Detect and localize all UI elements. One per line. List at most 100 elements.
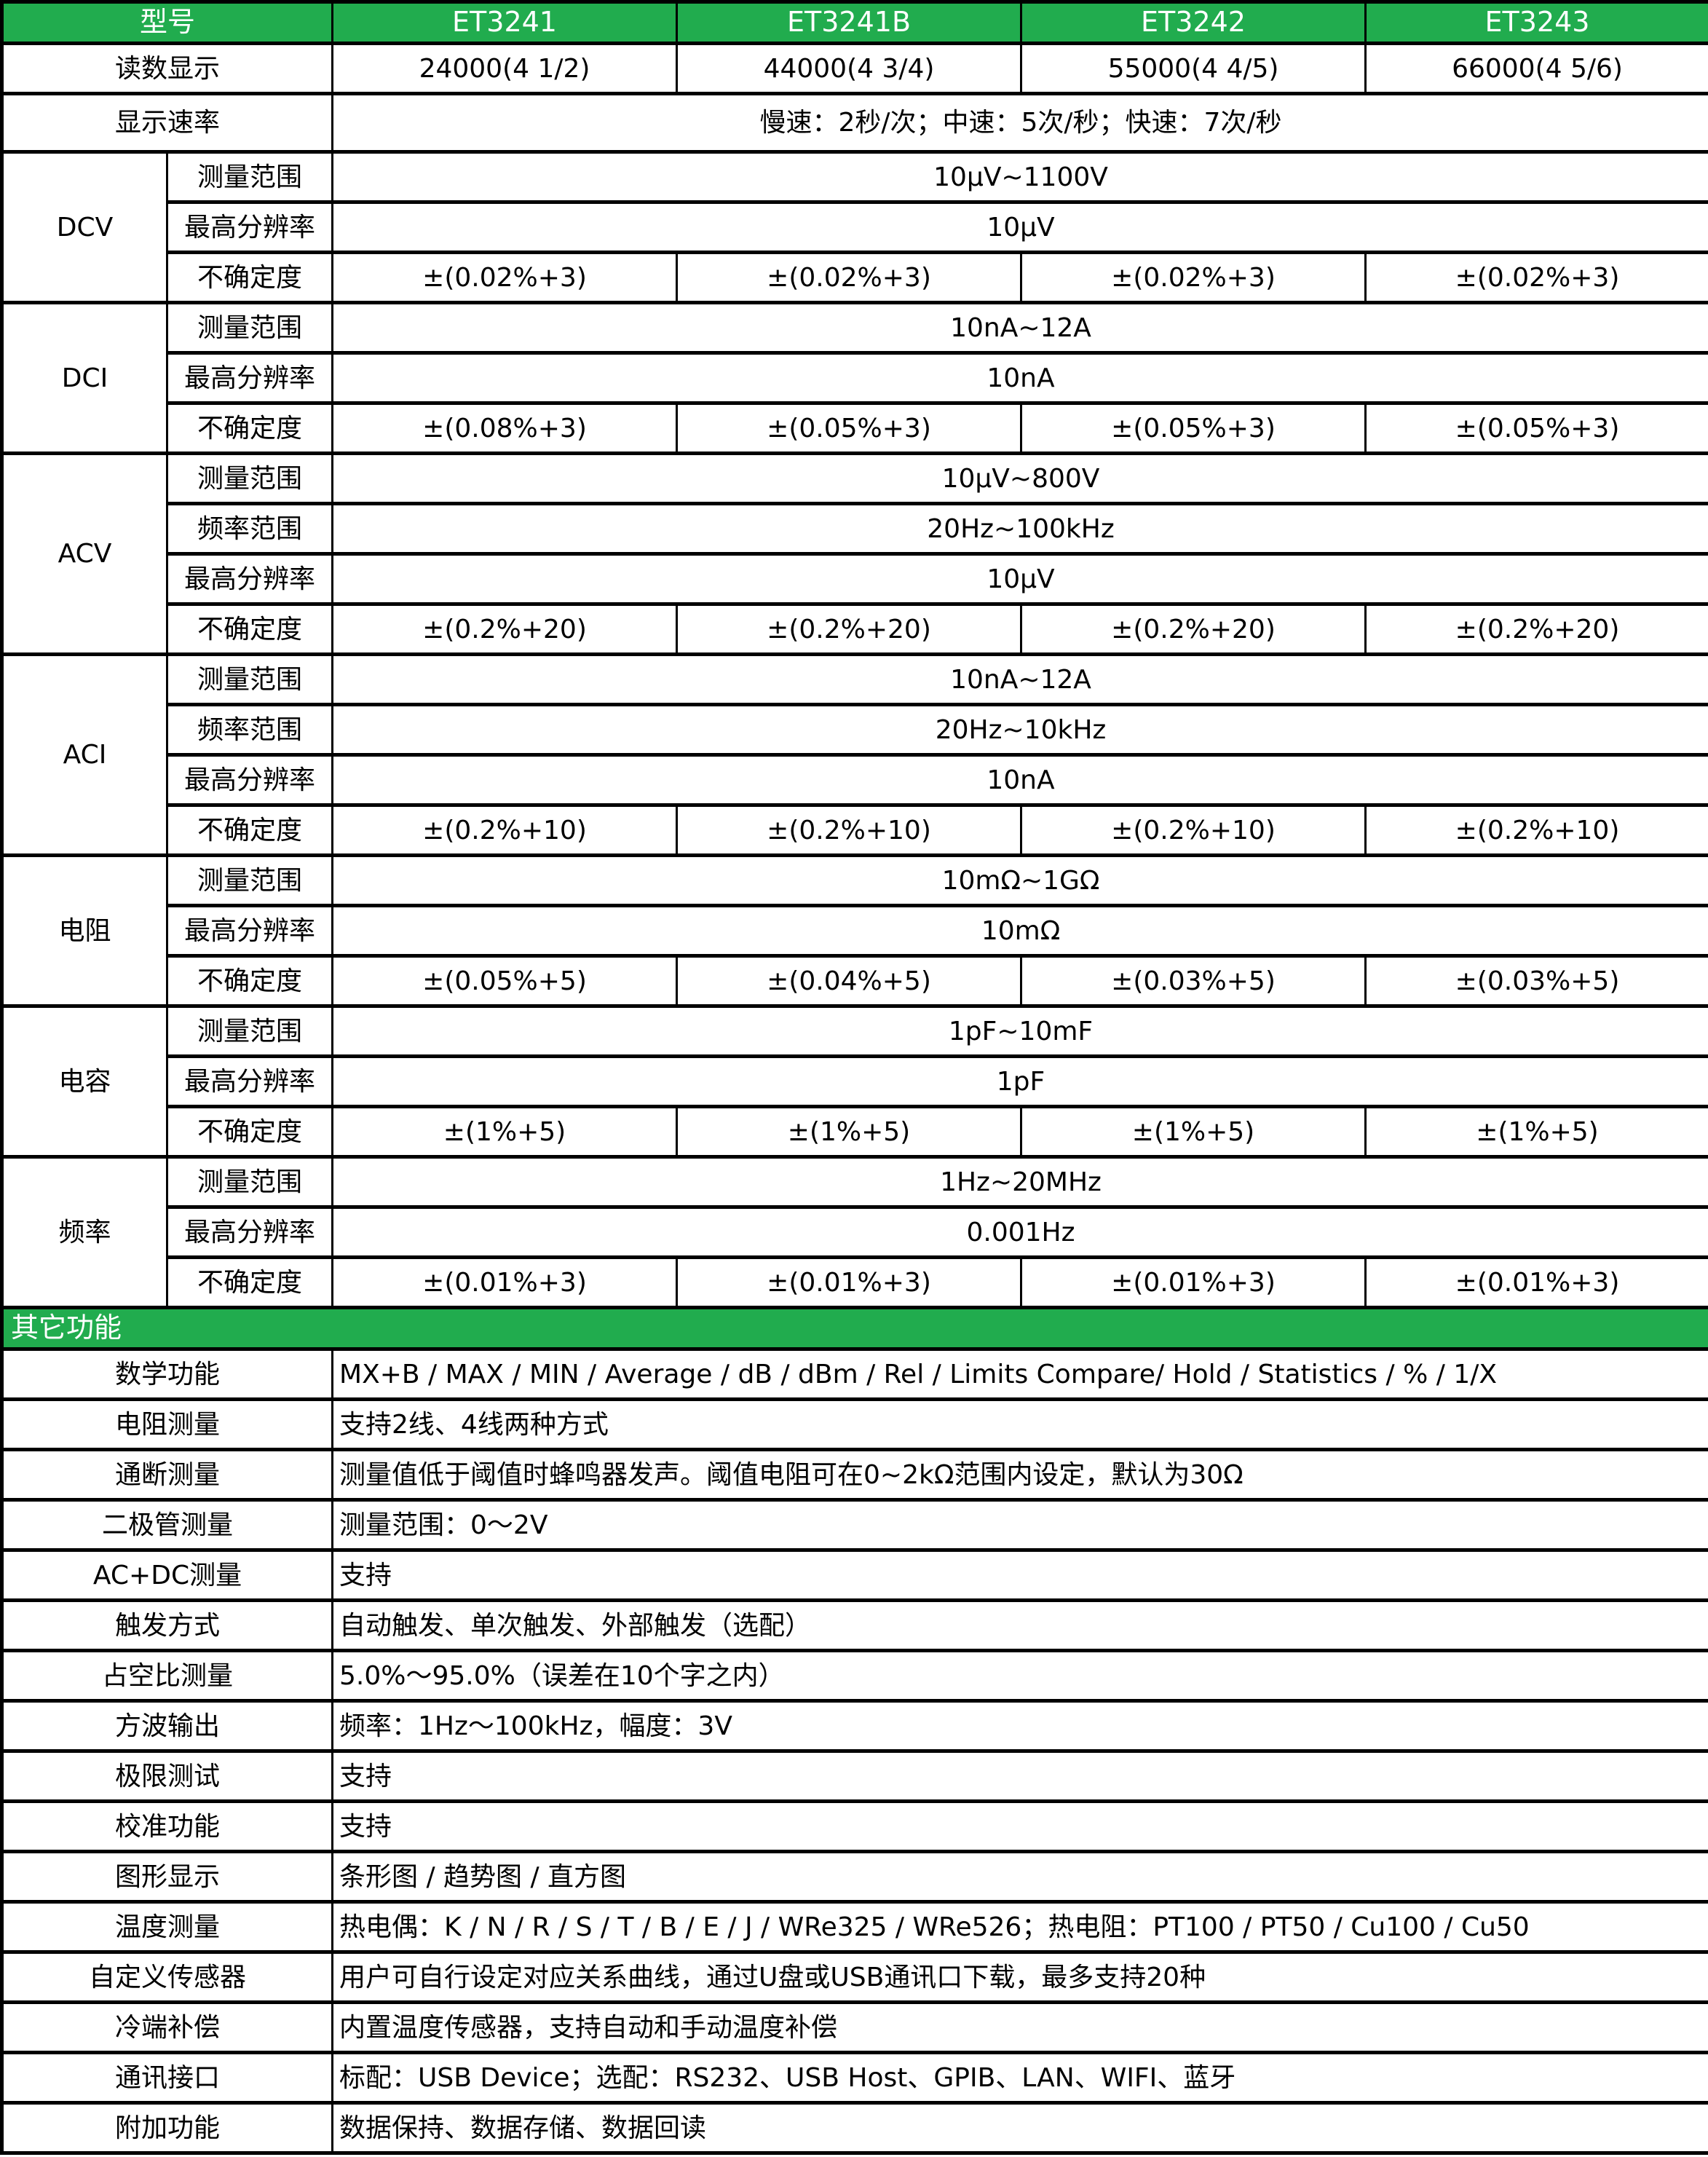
spec-value: ±(0.02%+3) — [676, 251, 1023, 304]
dci-resolution-row: 最高分辨率 10nA — [2, 351, 1708, 405]
feature-label: 电阻测量 — [0, 1397, 334, 1451]
sub-row-label: 不确定度 — [165, 401, 334, 455]
other-functions-title: 其它功能 — [0, 1306, 1708, 1351]
sub-row-label: 最高分辨率 — [165, 1205, 334, 1259]
sub-row-label: 最高分辨率 — [165, 351, 334, 405]
spec-value: ±(0.02%+3) — [331, 251, 679, 304]
feature-label: 二极管测量 — [0, 1498, 334, 1552]
dci-range-row: DCI 测量范围 10nA~12A — [1, 301, 1708, 455]
feature-label: 通讯接口 — [0, 2051, 334, 2105]
feature-value: 自动触发、单次触发、外部触发（选配） — [331, 1598, 1708, 1652]
spec-value: ±(0.05%+3) — [1364, 401, 1708, 455]
frequency-resolution-row: 最高分辨率 0.001Hz — [2, 1205, 1708, 1259]
spec-value: 1pF~10mF — [331, 1004, 1708, 1058]
feature-row-limit-test: 极限测试 支持 — [0, 1749, 1708, 1803]
sub-row-label: 最高分辨率 — [165, 1054, 334, 1108]
spec-value: ±(0.2%+20) — [331, 602, 679, 656]
spec-value: 20Hz~10kHz — [331, 703, 1708, 757]
feature-row-temperature: 温度测量 热电偶：K / N / R / S / T / B / E / J /… — [0, 1900, 1708, 1954]
sub-row-label: 测量范围 — [165, 150, 334, 204]
spec-value: ±(1%+5) — [1020, 1105, 1367, 1159]
feature-row-trigger: 触发方式 自动触发、单次触发、外部触发（选配） — [0, 1598, 1708, 1652]
spec-value: 0.001Hz — [331, 1205, 1708, 1259]
model-name-et3241: ET3241 — [331, 0, 679, 45]
feature-value: 支持 — [331, 1749, 1708, 1803]
other-functions-banner-row: 其它功能 — [0, 1306, 1708, 1351]
feature-row-calibration: 校准功能 支持 — [0, 1799, 1708, 1853]
feature-row-continuity: 通断测量 测量值低于阈值时蜂鸣器发声。阈值电阻可在0~2kΩ范围内设定，默认为3… — [0, 1448, 1708, 1502]
feature-value: 内置温度传感器，支持自动和手动温度补偿 — [331, 2000, 1708, 2054]
spec-value: 1Hz~20MHz — [331, 1155, 1708, 1209]
feature-value: 条形图 / 趋势图 / 直方图 — [331, 1850, 1708, 1904]
spec-value: ±(0.2%+20) — [1020, 602, 1367, 656]
spec-value: 10mΩ — [331, 904, 1708, 958]
aci-resolution-row: 最高分辨率 10nA — [2, 753, 1708, 807]
sub-row-label: 不确定度 — [165, 602, 334, 656]
model-name-et3243: ET3243 — [1364, 0, 1708, 45]
frequency-uncertainty-row: 不确定度 ±(0.01%+3) ±(0.01%+3) ±(0.01%+3) ±(… — [2, 1255, 1708, 1309]
feature-row-graph-display: 图形显示 条形图 / 趋势图 / 直方图 — [0, 1850, 1708, 1904]
feature-label: AC+DC测量 — [0, 1548, 334, 1602]
acv-uncertainty-row: 不确定度 ±(0.2%+20) ±(0.2%+20) ±(0.2%+20) ±(… — [2, 602, 1708, 656]
display-rate-row: 显示速率 慢速：2秒/次；中速：5次/秒；快速：7次/秒 — [0, 92, 1708, 154]
spec-value: ±(0.2%+20) — [1364, 602, 1708, 656]
feature-row-diode: 二极管测量 测量范围：0～2V — [0, 1498, 1708, 1552]
spec-value: ±(0.03%+5) — [1364, 954, 1708, 1008]
dcv-range-row: DCV 测量范围 10μV~1100V — [1, 150, 1708, 304]
feature-value: 5.0%～95.0%（误差在10个字之内） — [331, 1649, 1708, 1703]
feature-value: 频率：1Hz～100kHz，幅度：3V — [331, 1699, 1708, 1753]
reading-display-value: 66000(4 5/6) — [1364, 42, 1708, 95]
spec-value: ±(0.2%+10) — [331, 803, 679, 857]
feature-value: 支持 — [331, 1799, 1708, 1853]
display-rate-value: 慢速：2秒/次；中速：5次/秒；快速：7次/秒 — [331, 92, 1708, 154]
sub-row-label: 测量范围 — [165, 652, 334, 706]
sub-row-label: 测量范围 — [165, 1004, 334, 1058]
section-label-dcv: DCV — [1, 150, 168, 304]
section-label-aci: ACI — [1, 652, 168, 857]
spec-value: ±(0.02%+3) — [1020, 251, 1367, 304]
dci-uncertainty-row: 不确定度 ±(0.08%+3) ±(0.05%+3) ±(0.05%+3) ±(… — [2, 401, 1708, 455]
reading-display-value: 44000(4 3/4) — [676, 42, 1023, 95]
capacitance-uncertainty-row: 不确定度 ±(1%+5) ±(1%+5) ±(1%+5) ±(1%+5) — [2, 1105, 1708, 1159]
dcv-resolution-row: 最高分辨率 10μV — [2, 200, 1708, 254]
model-name-et3241b: ET3241B — [676, 0, 1023, 45]
acv-freq-range-row: 频率范围 20Hz~100kHz — [2, 502, 1708, 556]
feature-row-acdc: AC+DC测量 支持 — [0, 1548, 1708, 1602]
feature-label: 附加功能 — [0, 2101, 334, 2155]
model-header-label: 型号 — [0, 0, 334, 45]
feature-label: 冷端补偿 — [0, 2000, 334, 2054]
acv-resolution-row: 最高分辨率 10μV — [2, 552, 1708, 606]
sub-row-label: 不确定度 — [165, 1105, 334, 1159]
section-label-frequency: 频率 — [1, 1155, 168, 1309]
dcv-uncertainty-row: 不确定度 ±(0.02%+3) ±(0.02%+3) ±(0.02%+3) ±(… — [2, 251, 1708, 304]
model-header-row: 型号 ET3241 ET3241B ET3242 ET3243 — [0, 0, 1708, 45]
aci-range-row: ACI 测量范围 10nA~12A — [1, 652, 1708, 857]
spec-value: ±(0.2%+20) — [676, 602, 1023, 656]
acv-range-row: ACV 测量范围 10μV~800V — [1, 451, 1708, 656]
sub-row-label: 测量范围 — [165, 301, 334, 355]
feature-value: 数据保持、数据存储、数据回读 — [331, 2101, 1708, 2155]
feature-value: MX+B / MAX / MIN / Average / dB / dBm / … — [331, 1347, 1708, 1401]
model-name-et3242: ET3242 — [1020, 0, 1367, 45]
display-rate-label: 显示速率 — [0, 92, 334, 154]
spec-value: ±(0.08%+3) — [331, 401, 679, 455]
spec-value: ±(0.04%+5) — [676, 954, 1023, 1008]
sub-row-label: 测量范围 — [165, 451, 334, 505]
resistance-uncertainty-row: 不确定度 ±(0.05%+5) ±(0.04%+5) ±(0.03%+5) ±(… — [2, 954, 1708, 1008]
spec-value: ±(0.2%+10) — [676, 803, 1023, 857]
section-label-acv: ACV — [1, 451, 168, 656]
sub-row-label: 最高分辨率 — [165, 904, 334, 958]
spec-value: 10nA — [331, 753, 1708, 807]
sub-row-label: 最高分辨率 — [165, 753, 334, 807]
section-label-resistance: 电阻 — [1, 853, 168, 1008]
capacitance-resolution-row: 最高分辨率 1pF — [2, 1054, 1708, 1108]
spec-value: ±(0.02%+3) — [1364, 251, 1708, 304]
feature-value: 用户可自行设定对应关系曲线，通过U盘或USB通讯口下载，最多支持20种 — [331, 1950, 1708, 2004]
feature-label: 触发方式 — [0, 1598, 334, 1652]
reading-display-value: 55000(4 4/5) — [1020, 42, 1367, 95]
feature-label: 温度测量 — [0, 1900, 334, 1954]
feature-row-resistance-measure: 电阻测量 支持2线、4线两种方式 — [0, 1397, 1708, 1451]
sub-row-label: 最高分辨率 — [165, 552, 334, 606]
spec-value: ±(1%+5) — [1364, 1105, 1708, 1159]
